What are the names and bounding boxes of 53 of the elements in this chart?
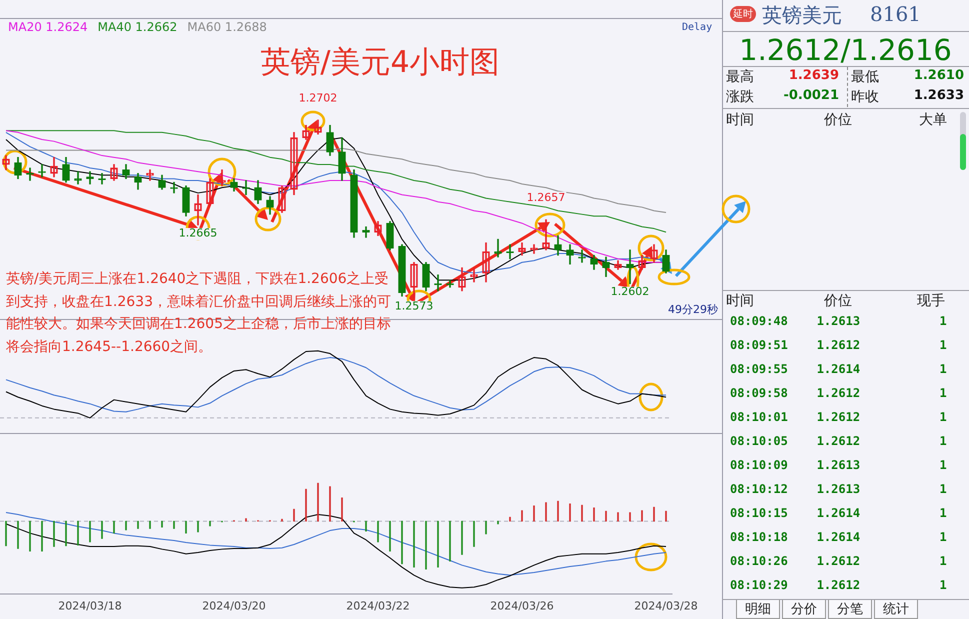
text: 现手	[917, 292, 945, 310]
annotation: 1.2602	[610, 285, 650, 298]
text: 价位	[824, 292, 852, 310]
x-tick-label: 2024/03/20	[202, 599, 266, 612]
text: Delay	[682, 22, 712, 33]
text: 大单	[919, 111, 947, 129]
annotation: 1.2665	[178, 226, 218, 240]
text: 08:10:15 1.2614 1	[730, 506, 947, 520]
text: 08:10:12 1.2613 1	[730, 482, 947, 496]
annotation: 1.2702	[298, 91, 338, 104]
candlestick	[38, 164, 46, 178]
text: 08:10:18 1.2614 1	[730, 530, 947, 544]
text: 8161	[870, 2, 921, 26]
text: 分价	[782, 600, 826, 619]
text: 08:10:01 1.2612 1	[730, 410, 947, 424]
text: 统计	[874, 600, 918, 619]
text: 价位	[824, 111, 852, 129]
text: 1.2610	[912, 68, 964, 83]
annotation: 1.2657	[526, 191, 566, 204]
text: 1.2639	[788, 68, 839, 83]
annotation: 1.2573	[394, 299, 434, 312]
x-tick-label: 2024/03/18	[58, 599, 122, 612]
text: 08:09:55 1.2614 1	[730, 362, 947, 376]
text: 延时	[730, 6, 756, 22]
text: MA60 1.2688	[187, 20, 267, 34]
text: 明细	[736, 600, 780, 619]
text: MA40 1.2662	[98, 20, 178, 34]
annotation: 英镑/美元周三上涨在1.2640之下遇阻，下跌在1.2606之上受到支持，收盘在1.2633，意味着汇价盘中回调后继续上涨的可能性较大。如果今天回调在1.2605之上企稳，后市上涨的目标将会指向1.2645--1.2660之间。	[6, 270, 392, 356]
x-tick-label: 2024/03/26	[490, 599, 554, 612]
candlestick	[578, 250, 586, 263]
text: 最高	[726, 68, 755, 86]
x-tick-label: 2024/03/22	[346, 599, 410, 612]
text: 08:10:09 1.2613 1	[730, 458, 947, 472]
chart-title: 英镑/美元4小时图	[259, 44, 501, 82]
x-tick-label: 2024/03/28	[634, 599, 698, 612]
text: 英镑美元	[762, 2, 842, 29]
text: -0.0021	[782, 88, 839, 103]
text: 08:10:26 1.2612 1	[730, 554, 947, 568]
text: 时间	[726, 111, 754, 129]
text: 涨跌	[726, 88, 755, 106]
text: 08:09:58 1.2612 1	[730, 386, 947, 400]
text: 最低	[851, 68, 880, 86]
text: 08:10:29 1.2612 1	[730, 578, 947, 592]
text: 1.2633	[912, 88, 964, 103]
text: MA20 1.2624	[8, 20, 88, 34]
text: 08:10:05 1.2612 1	[730, 434, 947, 448]
text: 昨收	[851, 88, 880, 106]
text: 49分29秒	[668, 302, 718, 317]
text: 08:09:48 1.2613 1	[730, 314, 947, 328]
text: 1.2612/1.2616	[738, 33, 953, 67]
text: 时间	[726, 292, 754, 310]
text: 08:09:51 1.2612 1	[730, 338, 947, 352]
text: 分笔	[828, 600, 872, 619]
